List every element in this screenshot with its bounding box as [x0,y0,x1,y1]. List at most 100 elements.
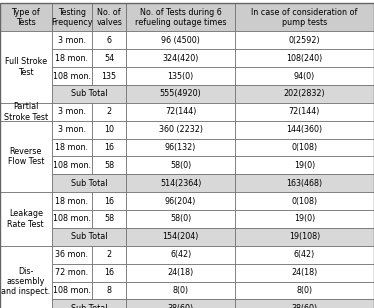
Text: 58(0): 58(0) [170,214,191,224]
Text: Leakage
Rate Test: Leakage Rate Test [7,209,44,229]
Bar [235,49,374,67]
Bar [92,121,126,139]
Bar [235,264,374,282]
Text: 108 mon.: 108 mon. [53,286,91,295]
Text: 38(60): 38(60) [291,304,318,308]
Text: 108 mon.: 108 mon. [53,71,91,81]
Bar [92,49,126,67]
Bar [126,228,235,246]
Bar [0,246,52,308]
Bar [92,282,126,299]
Bar [92,192,126,210]
Bar [126,192,235,210]
Bar [52,264,92,282]
Text: 38(60): 38(60) [168,304,194,308]
Text: 2: 2 [107,107,112,116]
Text: 0(108): 0(108) [291,143,318,152]
Bar [0,192,52,246]
Bar [92,67,126,85]
Text: 8: 8 [107,286,112,295]
Text: 3 mon.: 3 mon. [58,36,86,45]
Text: 10: 10 [104,125,114,134]
Text: 108(240): 108(240) [286,54,322,63]
Text: 163(468): 163(468) [286,179,322,188]
Text: 24(18): 24(18) [291,268,318,277]
Text: 16: 16 [104,197,114,206]
Bar [126,103,235,121]
Text: 2: 2 [107,250,112,259]
Bar [235,156,374,174]
Bar [0,3,52,31]
Bar [126,85,235,103]
Bar [92,139,126,156]
Text: 108 mon.: 108 mon. [53,214,91,224]
Bar [92,210,126,228]
Text: 135: 135 [102,71,117,81]
Text: 202(2832): 202(2832) [283,89,325,99]
Bar [52,49,92,67]
Bar [52,282,92,299]
Text: 96(204): 96(204) [165,197,196,206]
Text: 144(360): 144(360) [286,125,322,134]
Bar [126,299,235,308]
Bar [126,174,235,192]
Text: 0(2592): 0(2592) [289,36,320,45]
Text: In case of consideration of
pump tests: In case of consideration of pump tests [251,8,358,27]
Bar [52,246,92,264]
Bar [235,139,374,156]
Text: Full Stroke
Test: Full Stroke Test [5,58,47,77]
Bar [52,121,92,139]
Bar [235,103,374,121]
Text: 6: 6 [107,36,112,45]
Text: 8(0): 8(0) [172,286,189,295]
Text: 96 (4500): 96 (4500) [161,36,200,45]
Bar [235,228,374,246]
Bar [126,282,235,299]
Bar [235,31,374,49]
Text: 3 mon.: 3 mon. [58,107,86,116]
Bar [52,3,92,31]
Text: Partial
Stroke Test: Partial Stroke Test [4,102,48,121]
Bar [126,139,235,156]
Text: 72(144): 72(144) [289,107,320,116]
Bar [52,31,92,49]
Bar [52,174,126,192]
Bar [126,156,235,174]
Text: Reverse
Flow Test: Reverse Flow Test [7,147,44,166]
Text: 18 mon.: 18 mon. [55,54,88,63]
Bar [126,67,235,85]
Text: 72 mon.: 72 mon. [55,268,88,277]
Text: 19(108): 19(108) [289,232,320,241]
Bar [92,156,126,174]
Bar [126,210,235,228]
Text: Type of
Tests: Type of Tests [12,8,40,27]
Bar [235,174,374,192]
Bar [235,67,374,85]
Bar [126,264,235,282]
Text: 135(0): 135(0) [168,71,194,81]
Text: 58: 58 [104,161,114,170]
Text: 72(144): 72(144) [165,107,196,116]
Text: 96(132): 96(132) [165,143,196,152]
Bar [92,246,126,264]
Text: No. of Tests during 6
refueling outage times: No. of Tests during 6 refueling outage t… [135,8,226,27]
Bar [0,31,52,103]
Bar [126,49,235,67]
Text: 58: 58 [104,214,114,224]
Text: 24(18): 24(18) [168,268,194,277]
Text: 6(42): 6(42) [170,250,191,259]
Text: 18 mon.: 18 mon. [55,143,88,152]
Text: Sub Total: Sub Total [71,304,107,308]
Text: 324(420): 324(420) [162,54,199,63]
Bar [92,3,126,31]
Bar [52,210,92,228]
Text: 555(4920): 555(4920) [160,89,202,99]
Bar [235,3,374,31]
Bar [92,264,126,282]
Text: 6(42): 6(42) [294,250,315,259]
Text: 108 mon.: 108 mon. [53,161,91,170]
Text: 58(0): 58(0) [170,161,191,170]
Text: 19(0): 19(0) [294,214,315,224]
Text: 16: 16 [104,268,114,277]
Bar [52,85,126,103]
